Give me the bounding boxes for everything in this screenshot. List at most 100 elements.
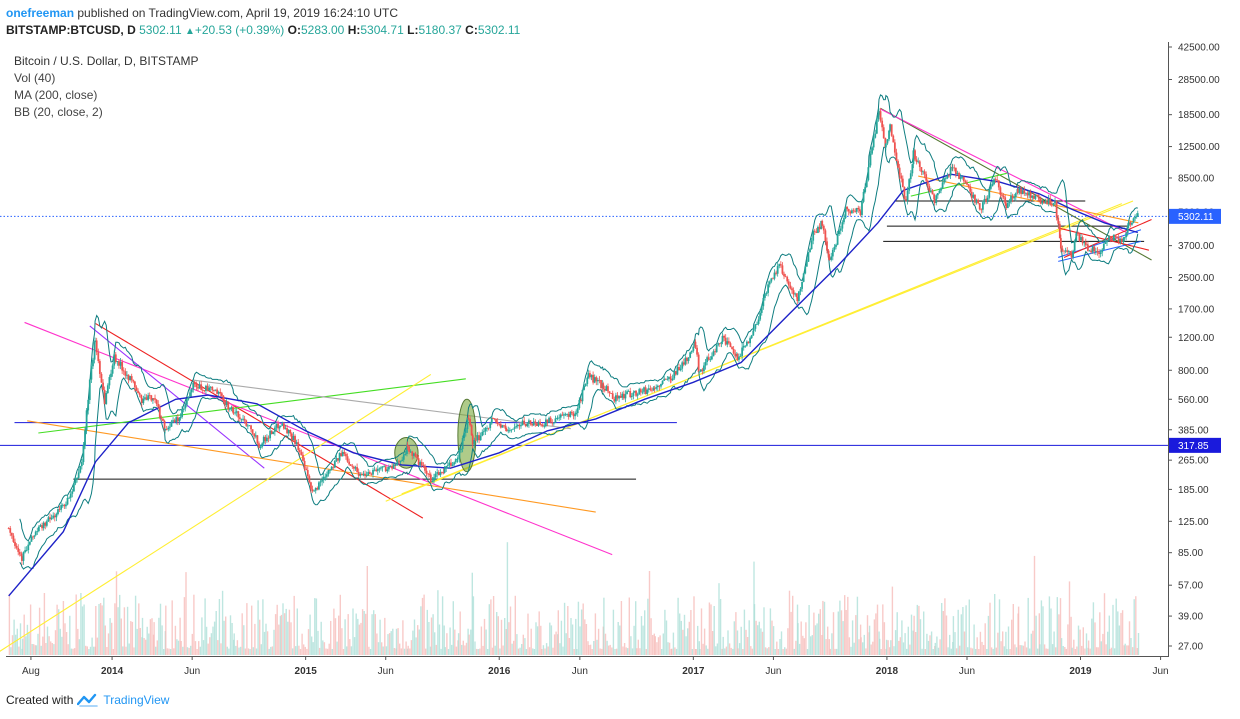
- volume-bar: [711, 631, 714, 655]
- candle-body: [148, 395, 151, 397]
- volume-bar: [668, 642, 671, 655]
- volume-bar: [328, 643, 330, 655]
- candle: [928, 183, 931, 193]
- author-link[interactable]: onefreeman: [6, 6, 75, 20]
- volume-bar: [722, 636, 724, 655]
- candle: [690, 350, 693, 354]
- candle-body: [651, 389, 653, 391]
- candle: [1013, 194, 1016, 201]
- candle-body: [696, 347, 698, 355]
- candle: [727, 337, 730, 345]
- candle-body: [242, 418, 244, 420]
- candle-body: [595, 377, 598, 382]
- candle-body: [977, 199, 980, 204]
- candle-body: [855, 207, 858, 212]
- candle: [266, 434, 268, 443]
- candle: [481, 429, 484, 437]
- volume-bar: [576, 649, 578, 655]
- candle-body: [370, 474, 373, 475]
- candle-body: [767, 284, 770, 293]
- time-axis[interactable]: Aug 2014 Jun 2015 Jun 2016 Jun 2017 Jun 2018 Jun 20…: [22, 656, 1169, 677]
- candle-body: [518, 424, 521, 427]
- candle-body: [100, 373, 103, 383]
- candle-body: [741, 347, 744, 357]
- volume-bar: [630, 636, 632, 655]
- candle-body: [354, 467, 357, 469]
- volume-bar: [193, 594, 195, 655]
- legend-volume[interactable]: Vol (40): [14, 71, 56, 85]
- volume-bar: [930, 631, 933, 655]
- candle: [817, 225, 819, 234]
- candle-body: [854, 210, 856, 212]
- legend-ma[interactable]: MA (200, close): [14, 88, 98, 102]
- candle-body: [314, 487, 317, 491]
- candle-body: [486, 427, 488, 429]
- candle-body: [1127, 222, 1130, 226]
- candle-body: [794, 293, 797, 295]
- candle-body: [993, 179, 995, 185]
- candle: [676, 364, 679, 376]
- volume-bar: [42, 636, 44, 655]
- candle-body: [419, 462, 422, 465]
- candle: [906, 186, 909, 205]
- candle: [595, 375, 598, 386]
- candle: [170, 419, 173, 427]
- candle-body: [464, 429, 467, 433]
- volume-bar: [803, 638, 805, 655]
- candle: [37, 525, 40, 533]
- candle-body: [17, 547, 20, 552]
- candle-body: [962, 176, 965, 182]
- legend-bb[interactable]: BB (20, close, 2): [14, 105, 103, 119]
- candle: [264, 434, 267, 445]
- volume-bar: [86, 646, 88, 655]
- volume-bar: [21, 638, 24, 655]
- candle: [420, 458, 423, 468]
- price-axis[interactable]: 42500.0028500.0018500.0012500.008500.005…: [1168, 43, 1220, 653]
- candle: [88, 378, 91, 405]
- volume-bar: [1127, 645, 1130, 655]
- volume-bar: [64, 623, 66, 655]
- candle: [1029, 189, 1032, 202]
- volume-bar: [112, 649, 114, 655]
- volume-bar: [266, 631, 269, 655]
- volume-bar: [293, 595, 295, 655]
- candle: [27, 540, 30, 554]
- tradingview-brand[interactable]: TradingView: [103, 693, 170, 707]
- volume-bar: [790, 611, 792, 655]
- volume-bar: [428, 622, 430, 655]
- volume-bar: [856, 596, 859, 655]
- candle: [365, 471, 368, 478]
- volume-bar: [808, 605, 810, 655]
- candle-body: [531, 423, 534, 426]
- trendline: [89, 325, 265, 469]
- candle: [991, 180, 994, 187]
- y-tick-label: 8500.00: [1178, 173, 1215, 184]
- candle-body: [273, 427, 276, 432]
- candle: [681, 360, 684, 372]
- candle: [563, 412, 565, 419]
- open-label: O:: [287, 23, 301, 37]
- candle-body: [345, 453, 347, 457]
- volume-bar: [179, 617, 181, 655]
- volume-bar: [191, 633, 193, 655]
- candle: [505, 427, 508, 432]
- volume-bar: [904, 633, 906, 655]
- volume-bar: [131, 621, 134, 655]
- volume-bar: [715, 646, 717, 655]
- volume-bar: [93, 646, 95, 655]
- volume-bar: [816, 623, 818, 655]
- volume-bar: [785, 648, 787, 655]
- candle-body: [41, 525, 43, 529]
- volume-bar: [795, 640, 797, 655]
- candle: [305, 466, 308, 471]
- volume-bar: [633, 625, 635, 655]
- candle: [529, 420, 532, 426]
- candle: [456, 455, 459, 463]
- candle-body: [1039, 198, 1042, 204]
- candle: [121, 359, 124, 375]
- candle: [144, 393, 146, 401]
- candle-body: [224, 400, 226, 406]
- volume-bar: [278, 624, 280, 655]
- candle: [278, 425, 281, 432]
